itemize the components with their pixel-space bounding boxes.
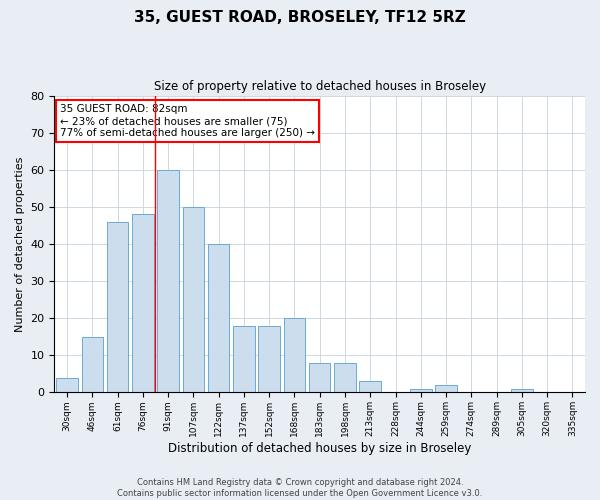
Bar — [259, 326, 280, 392]
X-axis label: Distribution of detached houses by size in Broseley: Distribution of detached houses by size … — [168, 442, 472, 455]
Bar — [511, 388, 533, 392]
Bar — [182, 207, 204, 392]
Bar — [82, 337, 103, 392]
Bar — [107, 222, 128, 392]
Text: 35 GUEST ROAD: 82sqm
← 23% of detached houses are smaller (75)
77% of semi-detac: 35 GUEST ROAD: 82sqm ← 23% of detached h… — [60, 104, 315, 138]
Bar — [284, 318, 305, 392]
Bar — [359, 382, 381, 392]
Title: Size of property relative to detached houses in Broseley: Size of property relative to detached ho… — [154, 80, 486, 93]
Bar — [208, 244, 229, 392]
Bar — [410, 388, 431, 392]
Bar — [334, 362, 356, 392]
Bar — [132, 214, 154, 392]
Y-axis label: Number of detached properties: Number of detached properties — [15, 156, 25, 332]
Bar — [435, 385, 457, 392]
Text: Contains HM Land Registry data © Crown copyright and database right 2024.
Contai: Contains HM Land Registry data © Crown c… — [118, 478, 482, 498]
Bar — [157, 170, 179, 392]
Bar — [309, 362, 331, 392]
Text: 35, GUEST ROAD, BROSELEY, TF12 5RZ: 35, GUEST ROAD, BROSELEY, TF12 5RZ — [134, 10, 466, 25]
Bar — [233, 326, 254, 392]
Bar — [56, 378, 78, 392]
